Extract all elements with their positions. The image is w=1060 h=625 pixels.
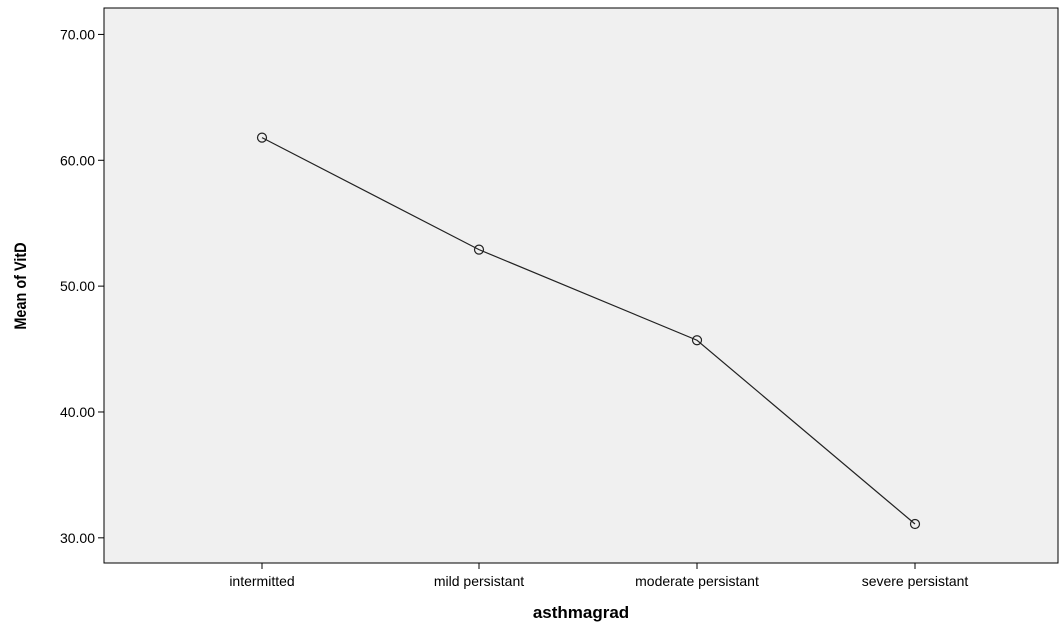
series-line <box>261 137 916 525</box>
x-tick-label: intermitted <box>229 573 294 589</box>
y-tick-label: 60.00 <box>60 152 95 168</box>
x-tick-label: severe persistant <box>862 573 969 589</box>
y-axis: 30.00 40.00 50.00 60.00 70.00 <box>60 26 104 546</box>
y-tick-label: 30.00 <box>60 530 95 546</box>
y-tick-label: 50.00 <box>60 278 95 294</box>
data-point-marker <box>256 132 268 143</box>
data-point-marker <box>473 244 485 255</box>
x-tick-label: mild persistant <box>434 573 524 589</box>
y-tick-label: 40.00 <box>60 404 95 420</box>
plot-area <box>103 7 1059 564</box>
x-axis-title: asthmagrad <box>533 603 629 622</box>
y-axis-title: Mean of VitD <box>12 242 30 329</box>
x-tick-label: moderate persistant <box>635 573 759 589</box>
data-point-marker <box>909 518 921 530</box>
y-tick-label: 70.00 <box>60 26 95 42</box>
data-point-marker <box>691 335 703 346</box>
x-axis: intermitted mild persistant moderate persi… <box>229 563 968 589</box>
series-layer <box>256 132 921 530</box>
